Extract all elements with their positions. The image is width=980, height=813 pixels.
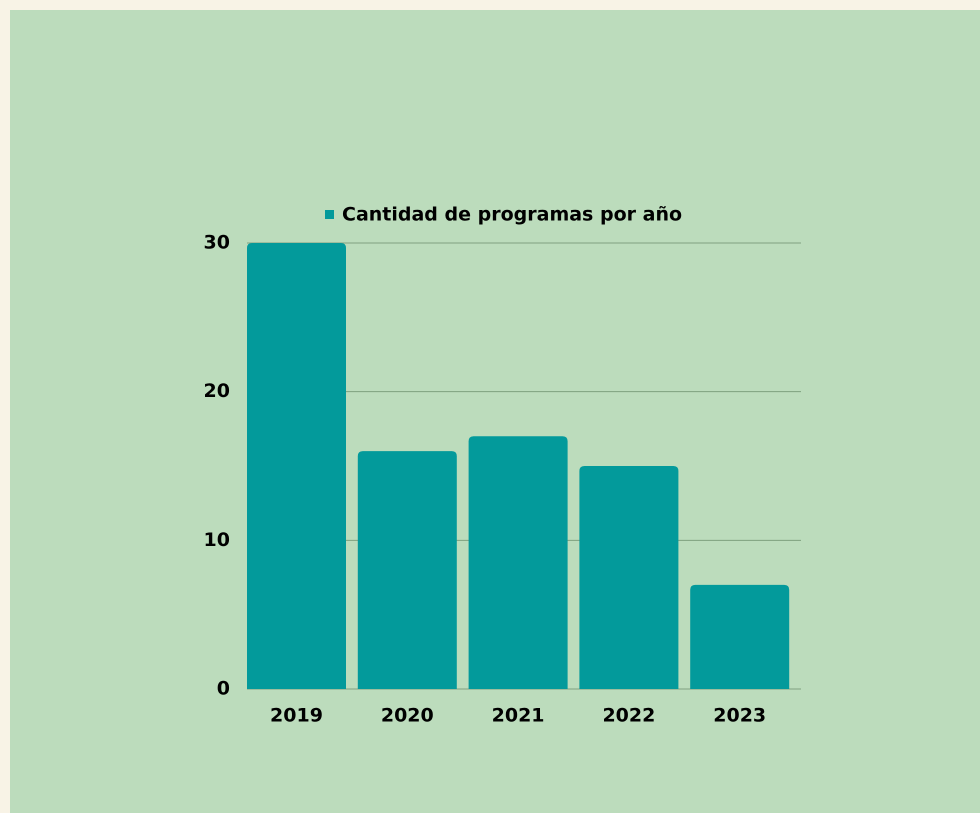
y-tick-label: 0 xyxy=(217,678,230,700)
x-tick-label: 2022 xyxy=(602,705,655,727)
legend-label: Cantidad de programas por año xyxy=(342,204,682,226)
bar xyxy=(690,584,790,689)
x-tick-label: 2021 xyxy=(492,705,545,727)
y-tick-label: 30 xyxy=(204,232,230,254)
y-tick-label: 10 xyxy=(204,529,230,551)
x-tick-label: 2023 xyxy=(713,705,766,727)
x-tick-label: 2020 xyxy=(381,705,434,727)
legend-swatch xyxy=(325,210,334,219)
bar xyxy=(247,243,346,689)
y-tick-label: 20 xyxy=(204,380,230,402)
bar xyxy=(357,451,457,689)
bar xyxy=(579,466,679,689)
x-tick-label: 2019 xyxy=(270,705,323,727)
bar xyxy=(468,436,568,689)
